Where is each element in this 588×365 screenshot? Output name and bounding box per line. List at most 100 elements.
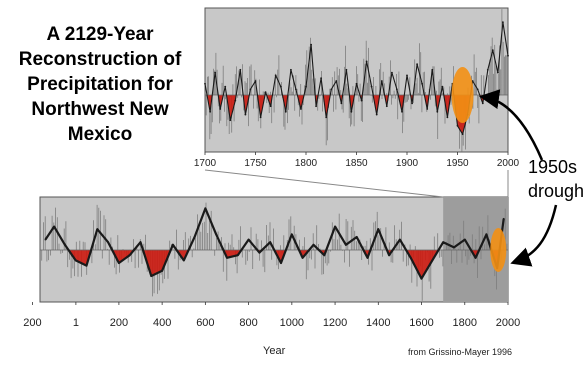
data-point — [436, 110, 439, 113]
inset-chart: 1700 1750 1800 1850 1900 1950 2000 — [194, 7, 520, 169]
data-point — [409, 256, 412, 259]
x-axis-label: Year — [263, 345, 286, 357]
data-point — [139, 241, 142, 244]
data-point — [406, 74, 408, 77]
data-point — [226, 256, 228, 259]
title-line: A 2129-Year — [46, 24, 154, 45]
data-point — [204, 207, 207, 210]
data-point — [236, 254, 239, 257]
drought-1950s-marker — [451, 67, 474, 123]
title-line: Precipitation for — [27, 74, 173, 95]
x-tick-label: 200 — [23, 317, 41, 329]
data-point — [345, 243, 347, 246]
data-point — [421, 82, 423, 85]
data-point — [335, 80, 338, 82]
drought-callout: 1950s drough — [528, 155, 584, 203]
drought-1950s-marker — [490, 228, 507, 272]
x-tick-label: 1850 — [345, 158, 368, 169]
data-point — [476, 88, 479, 91]
x-tick-label: 1200 — [323, 317, 347, 329]
data-point — [215, 233, 218, 236]
data-point — [259, 116, 262, 119]
zoom-connectors — [204, 169, 509, 198]
data-point — [491, 49, 494, 52]
data-point — [350, 110, 353, 113]
data-point — [502, 217, 505, 220]
x-tick-label: 1400 — [366, 317, 390, 329]
data-point — [340, 102, 343, 105]
data-point — [64, 243, 66, 246]
data-point — [385, 105, 388, 108]
data-point — [365, 60, 368, 63]
x-tick-label: 200 — [110, 317, 128, 329]
data-point — [481, 102, 484, 105]
data-point — [442, 241, 445, 244]
data-point — [74, 259, 77, 262]
data-point — [380, 80, 383, 82]
data-point — [441, 85, 444, 88]
callout-line: 1950s — [528, 157, 578, 177]
x-tick-label: 1 — [73, 317, 79, 329]
data-point — [360, 99, 363, 102]
x-tick-label: 1900 — [396, 158, 419, 169]
data-point — [456, 124, 459, 127]
data-point — [44, 238, 47, 241]
data-point — [229, 119, 232, 122]
data-point — [269, 105, 272, 108]
data-point — [474, 256, 477, 259]
data-point — [172, 243, 174, 246]
data-point — [486, 68, 489, 71]
data-point — [315, 105, 317, 108]
data-point — [485, 233, 488, 236]
x-tick-label: 1800 — [295, 158, 318, 169]
data-point — [334, 225, 336, 228]
data-point — [377, 228, 380, 231]
data-point — [375, 113, 378, 116]
data-point — [453, 246, 455, 249]
x-tick-label: 800 — [239, 317, 257, 329]
data-point — [284, 110, 287, 113]
x-tick-label: 1600 — [409, 317, 433, 329]
source-credit: from Grissino-Mayer 1996 — [408, 347, 513, 357]
data-point — [391, 71, 393, 74]
series-line — [44, 207, 505, 280]
data-point — [279, 85, 282, 88]
data-point — [290, 233, 293, 236]
data-point — [249, 88, 252, 91]
data-point — [234, 99, 237, 102]
callout-line: drough — [528, 181, 585, 201]
data-point — [461, 133, 464, 136]
data-point — [345, 68, 348, 71]
data-point — [463, 238, 466, 241]
x-tick-label: 1750 — [244, 158, 267, 169]
data-point — [399, 238, 401, 241]
chart-title: A 2129-Year Reconstruction of Precipitat… — [0, 22, 200, 147]
data-point — [312, 243, 315, 246]
main-chart: 200 1 200 400 600 800 1000 1200 1400 1600 1800 2000 — [23, 196, 520, 329]
data-point — [305, 85, 307, 88]
data-point — [416, 63, 418, 66]
data-point — [274, 74, 277, 77]
data-point — [239, 68, 242, 71]
data-point — [107, 241, 109, 244]
data-point — [85, 264, 88, 267]
data-point — [182, 259, 185, 262]
data-point — [431, 68, 434, 71]
data-point — [96, 228, 99, 231]
data-point — [219, 108, 222, 110]
data-point — [401, 110, 403, 113]
x-tick-label: 1950 — [446, 158, 469, 169]
arrow-to-inset — [479, 89, 544, 161]
data-point — [370, 85, 373, 88]
data-point — [224, 85, 227, 88]
data-point — [330, 88, 333, 91]
arrow-to-main — [510, 204, 558, 267]
drought-fill — [40, 250, 508, 279]
data-point — [193, 236, 196, 238]
data-point — [209, 110, 212, 113]
x-tick-label: 1800 — [453, 317, 477, 329]
data-point — [290, 68, 292, 71]
data-point — [204, 82, 206, 85]
data-point — [300, 108, 302, 110]
